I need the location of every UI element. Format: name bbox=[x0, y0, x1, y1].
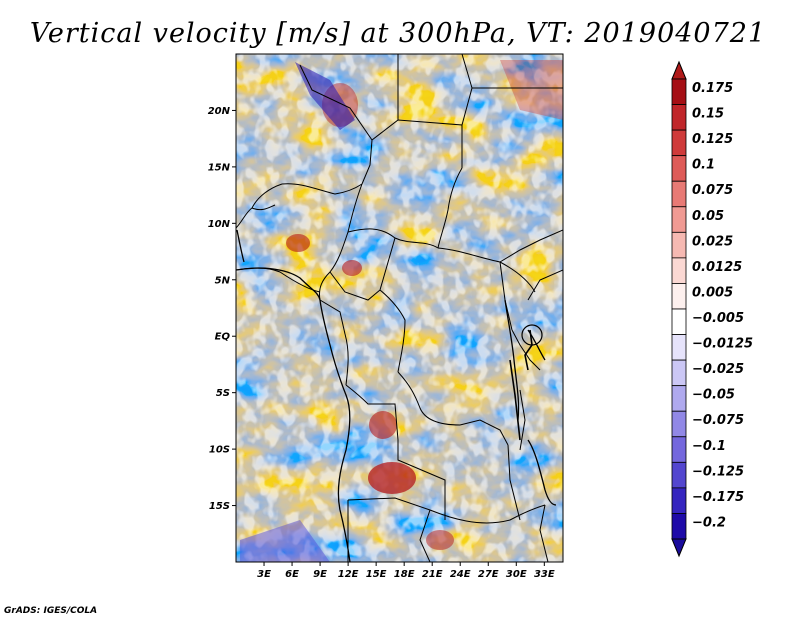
longitude-axis: 3E 6E 9E 12E 15E 18E 21E 24E 27E 30E 33E bbox=[257, 562, 555, 580]
colorbar-swatch bbox=[671, 257, 687, 284]
colorbar-swatch bbox=[671, 308, 687, 335]
lon-tick-label: 33E bbox=[534, 569, 555, 580]
colorbar-swatch bbox=[671, 385, 687, 412]
lon-tick-label: 9E bbox=[313, 569, 327, 580]
updraft-core bbox=[342, 260, 362, 276]
colorbar-swatch bbox=[671, 129, 687, 157]
vertical-velocity-field bbox=[236, 54, 563, 562]
colorbar-swatch bbox=[671, 155, 687, 182]
colorbar-label: −0.05 bbox=[692, 388, 735, 403]
lon-tick-label: 18E bbox=[394, 569, 415, 580]
colorbar-label: 0.175 bbox=[692, 81, 733, 96]
lat-tick-label: 5S bbox=[216, 388, 230, 399]
colorbar-top-arrow bbox=[671, 60, 687, 80]
colorbar-label: 0.1 bbox=[692, 158, 715, 173]
downdraft-band bbox=[500, 60, 563, 120]
lon-tick-label: 6E bbox=[285, 569, 299, 580]
colorbar: 0.175 0.15 0.125 0.1 0.075 0.05 0.025 0.0125 0.0… bbox=[671, 60, 753, 558]
lat-tick-label: 10S bbox=[209, 445, 230, 456]
figure-title: Vertical velocity [m/s] at 300hPa, VT: 2… bbox=[30, 18, 766, 49]
lat-tick-label: 20N bbox=[208, 106, 231, 117]
colorbar-swatch bbox=[671, 104, 687, 131]
colorbar-swatch bbox=[671, 513, 687, 540]
colorbar-label: −0.025 bbox=[692, 362, 744, 377]
lon-tick-label: 12E bbox=[338, 569, 359, 580]
colorbar-swatch bbox=[671, 231, 687, 259]
colorbar-swatch bbox=[671, 436, 687, 463]
country-boundaries bbox=[236, 54, 563, 562]
colorbar-label: −0.175 bbox=[692, 490, 744, 505]
colorbar-label: 0.15 bbox=[692, 107, 724, 122]
lon-tick-label: 24E bbox=[450, 569, 471, 580]
updraft-core bbox=[368, 462, 416, 494]
colorbar-label: −0.075 bbox=[692, 413, 744, 428]
colorbar-swatch bbox=[671, 180, 687, 208]
lat-tick-label: 5N bbox=[215, 275, 231, 286]
grads-credit: GrADS: IGES/COLA bbox=[4, 606, 97, 616]
lat-tick-label: 10N bbox=[208, 219, 231, 230]
lon-tick-label: 21E bbox=[422, 569, 443, 580]
colorbar-label: 0.075 bbox=[692, 183, 733, 198]
colorbar-label: −0.125 bbox=[692, 464, 744, 479]
colorbar-swatch bbox=[671, 359, 687, 387]
colorbar-swatch bbox=[671, 410, 687, 438]
colorbar-label: 0.05 bbox=[692, 209, 724, 224]
colorbar-bottom-arrow bbox=[671, 538, 687, 558]
colorbar-label: 0.125 bbox=[692, 132, 733, 147]
colorbar-label: −0.0125 bbox=[692, 337, 753, 352]
lon-tick-label: 15E bbox=[366, 569, 387, 580]
lake-outline bbox=[524, 329, 533, 371]
colorbar-label: −0.2 bbox=[692, 515, 726, 530]
lake-outline bbox=[509, 359, 521, 441]
colorbar-swatch bbox=[671, 487, 687, 514]
lat-tick-label: EQ bbox=[215, 332, 231, 343]
colorbar-label: −0.1 bbox=[692, 439, 726, 454]
lat-tick-label: 15N bbox=[208, 162, 231, 173]
lon-tick-label: 3E bbox=[257, 569, 271, 580]
colorbar-swatch bbox=[671, 283, 687, 310]
lat-tick-label: 15S bbox=[209, 501, 230, 512]
colorbar-swatch bbox=[671, 206, 687, 233]
updraft-core bbox=[426, 530, 454, 550]
lon-tick-label: 27E bbox=[478, 569, 499, 580]
colorbar-label: 0.0125 bbox=[692, 260, 742, 275]
map-frame bbox=[235, 53, 564, 563]
colorbar-swatch bbox=[671, 461, 687, 489]
colorbar-label: −0.005 bbox=[692, 311, 744, 326]
updraft-core bbox=[369, 411, 397, 439]
latitude-axis: 20N 15N 10N 5N EQ 5S 10S 15S bbox=[208, 106, 236, 512]
colorbar-label: 0.025 bbox=[692, 234, 733, 249]
lon-tick-label: 30E bbox=[506, 569, 527, 580]
colorbar-label: 0.005 bbox=[692, 285, 733, 300]
colorbar-swatch bbox=[671, 334, 687, 361]
colorbar-swatch bbox=[671, 78, 687, 105]
downdraft-band bbox=[240, 520, 330, 562]
updraft-core bbox=[286, 234, 310, 252]
